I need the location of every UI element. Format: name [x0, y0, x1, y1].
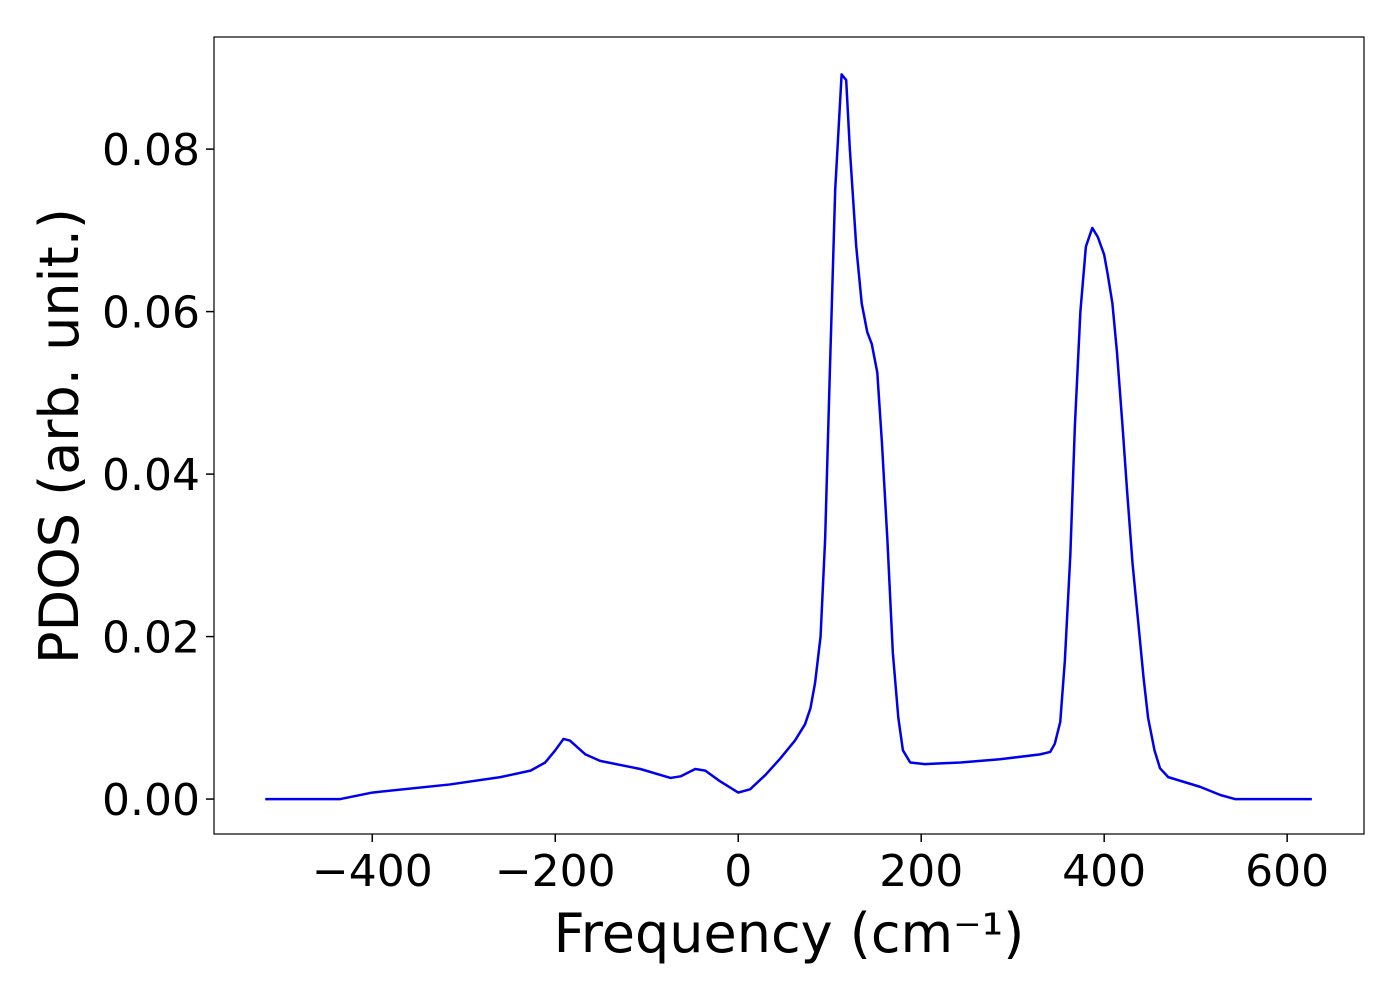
plot-frame: [213, 36, 1365, 835]
y-tick-label: 0.00: [102, 775, 200, 826]
y-axis-label: PDOS (arb. unit.): [28, 208, 91, 664]
x-axis-label: Frequency (cm⁻¹): [554, 902, 1025, 965]
x-tick-label: 200: [879, 846, 963, 897]
y-tick-label: 0.06: [102, 288, 200, 339]
x-tick-label: −400: [312, 846, 433, 897]
y-tick-label: 0.02: [102, 613, 200, 664]
x-tick-label: 0: [724, 846, 752, 897]
x-tick-label: −200: [495, 846, 616, 897]
y-tick-label: 0.08: [102, 125, 200, 176]
y-tick-label: 0.04: [102, 450, 200, 501]
x-tick-label: 400: [1062, 846, 1146, 897]
x-tick-label: 600: [1245, 846, 1329, 897]
data-line: [265, 73, 1312, 801]
